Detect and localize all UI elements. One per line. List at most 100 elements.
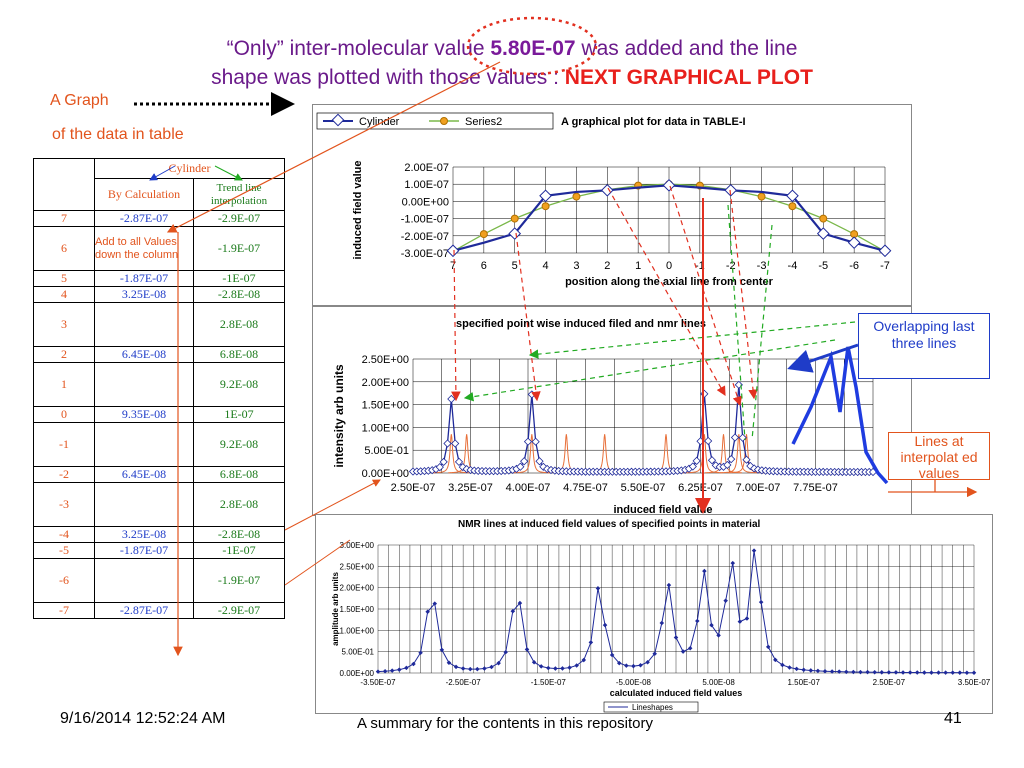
x-tick-label: 4: [543, 260, 549, 272]
y-tick-label: 1.50E+00: [340, 605, 375, 614]
lineshape-point: [659, 620, 665, 626]
x-tick-label: 2.50E-07: [391, 482, 436, 494]
table-cell-calc: -1.87E-07: [94, 270, 194, 287]
table-row: 4 3.25E-08 -2.8E-08: [33, 286, 285, 303]
lineshape-point: [389, 668, 395, 673]
lineshape-point: [787, 665, 792, 670]
footer-date: 9/16/2014 12:52:24 AM: [60, 710, 226, 727]
x-tick-label: -6: [849, 260, 859, 272]
table-cell-calc: 3.25E-08: [94, 526, 194, 543]
table-cell-position: 5: [33, 270, 95, 287]
cylinder-point: [847, 236, 861, 250]
table-cell-position: 4: [33, 286, 95, 303]
y-tick-label: 1.00E+00: [362, 422, 409, 434]
x-axis-label: induced field value: [613, 504, 712, 516]
lineshape-point: [588, 640, 594, 645]
lineshape-point: [624, 663, 629, 668]
lineshape-point: [700, 389, 709, 398]
y-tick-label: 2.00E-07: [404, 162, 449, 174]
lineshape-point: [738, 433, 747, 442]
lineshape-point: [535, 457, 544, 466]
lineshape-point: [723, 598, 728, 603]
lineshape-point: [737, 619, 743, 624]
cylinder-point: [724, 183, 738, 197]
interp-line: [432, 434, 470, 474]
lineshape-point: [957, 670, 963, 675]
chart-nmr-lines: NMR lines at induced field values of spe…: [315, 514, 993, 714]
table-cell-trend: -2.9E-07: [193, 602, 285, 619]
x-tick-label: -7: [880, 260, 890, 272]
x-tick-label: -2.50E-07: [446, 678, 482, 687]
table-cell-trend: -2.9E-07: [193, 210, 285, 227]
x-tick-label: 2: [604, 260, 610, 272]
table-row: 6 Add to all Values down the column -1.9E-…: [33, 226, 285, 271]
x-tick-label: 7: [450, 260, 456, 272]
series2-point: [788, 202, 797, 211]
lineshape-point: [397, 667, 402, 672]
lineshape-point: [879, 670, 885, 675]
lineshape-point: [893, 670, 899, 675]
lineshape-point: [435, 463, 444, 472]
table-cell-calc: 6.45E-08: [94, 466, 194, 483]
y-tick-label: 3.00E+00: [340, 541, 375, 550]
lineshape-point: [704, 436, 713, 446]
table-cell-calc: -2.87E-07: [94, 210, 194, 227]
x-axis-label: position along the axial line from cente…: [565, 276, 774, 288]
x-tick-label: 5.00E-08: [702, 678, 735, 687]
graph-label: A Graph: [50, 92, 109, 109]
interp-line: [586, 434, 624, 474]
y-tick-label: 2.50E+00: [362, 354, 409, 366]
lineshape-point: [727, 455, 736, 464]
table-row: -6 -1.9E-07: [33, 558, 285, 603]
lineshape-point: [446, 660, 452, 665]
x-tick-label: -1.50E-07: [531, 678, 567, 687]
x-tick-label: -3.50E-07: [360, 678, 396, 687]
x-tick-label: 5: [512, 260, 518, 272]
callout-interpolated-lines: Lines at interpolat ed values: [888, 432, 990, 480]
lineshape-point: [730, 560, 736, 566]
y-tick-label: 1.50E+00: [362, 400, 409, 412]
chart-title: specified point wise induced filed and n…: [456, 318, 706, 330]
lineshape-point: [553, 666, 558, 671]
y-tick-label: 5.00E-01: [364, 445, 409, 457]
chart-point-nmr: specified point wise induced filed and n…: [312, 306, 912, 516]
lineshape-point: [531, 659, 537, 665]
lineshape-point: [907, 670, 913, 675]
title-line2a: shape was plotted with those values :: [211, 66, 565, 89]
series2-point: [819, 214, 828, 223]
lineshape-point: [707, 456, 717, 465]
cylinder-point: [662, 178, 676, 192]
y-tick-label: 2.00E+00: [362, 377, 409, 389]
lineshape-point: [581, 657, 587, 663]
lineshape-point: [523, 437, 533, 446]
lineshape-point: [692, 456, 701, 466]
lineshape-point: [695, 618, 700, 624]
lineshape-point: [404, 665, 409, 671]
table-cell-trend: -1E-07: [193, 270, 285, 287]
lineshape-point: [560, 666, 565, 671]
legend-label-series2: Series2: [465, 116, 502, 128]
table-cell-trend: -1.9E-07: [193, 226, 285, 271]
lineshape-point: [687, 645, 693, 651]
x-tick-label: -2: [726, 260, 736, 272]
x-tick-label: 1.50E-07: [787, 678, 820, 687]
table-row: 3 2.8E-08: [33, 302, 285, 347]
lineshape-point: [538, 664, 544, 669]
x-tick-label: -5.00E-08: [616, 678, 652, 687]
lineshape-point: [836, 669, 842, 674]
lineshape-point: [971, 670, 977, 675]
cylinder-point: [878, 244, 892, 258]
table-cell-position: 2: [33, 346, 95, 363]
table-row: -2 6.45E-08 6.8E-08: [33, 466, 285, 483]
lineshape-point: [666, 582, 672, 588]
interp-line: [647, 434, 685, 474]
table-col-trend: Trend line interpolation: [193, 178, 285, 211]
lineshape-point: [758, 599, 764, 605]
cylinder-point: [816, 227, 830, 240]
table-cell-position: 1: [33, 362, 95, 407]
lineshape-point: [886, 670, 892, 675]
x-tick-label: 6: [481, 260, 487, 272]
data-table: Cylinder By Calculation Trend line inter…: [33, 158, 285, 619]
y-axis-label: intensity arb units: [332, 364, 346, 468]
chart-table-plot: Cylinder Series2 A graphical plot for data…: [312, 104, 912, 306]
